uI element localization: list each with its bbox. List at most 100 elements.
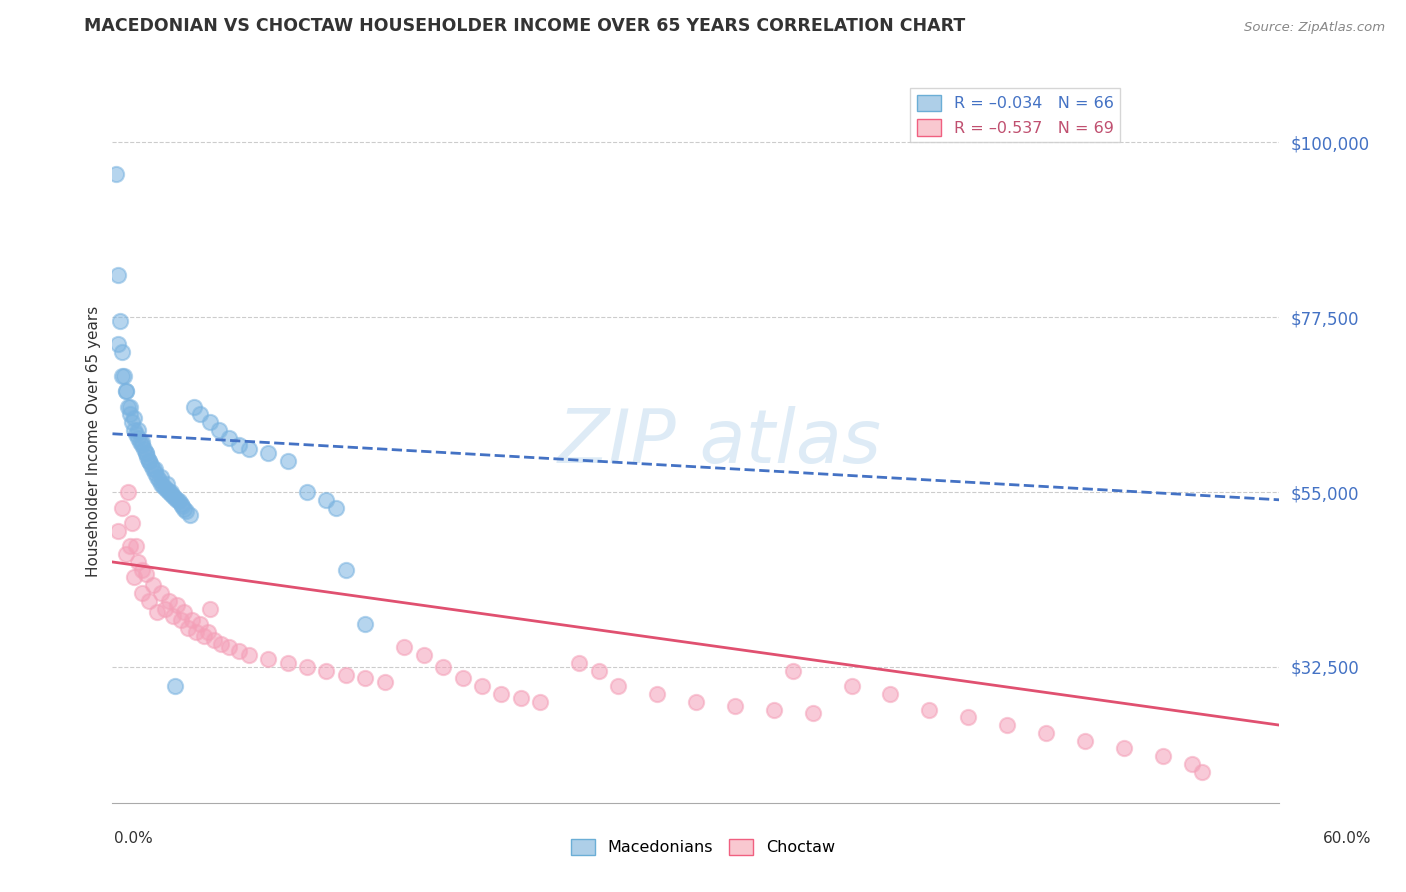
Point (163, 679, 186, 693)
Point (879, 687, 901, 701)
Point (335, 667, 357, 681)
Point (179, 508, 201, 523)
Text: ZIP atlas: ZIP atlas (557, 406, 882, 477)
Point (160, 485, 183, 500)
Point (238, 648, 260, 663)
Point (136, 450, 159, 464)
Point (208, 423, 231, 437)
Point (142, 461, 165, 475)
Y-axis label: Householder Income Over 65 years: Householder Income Over 65 years (86, 306, 101, 577)
Point (509, 690, 531, 705)
Point (107, 337, 129, 351)
Point (257, 652, 280, 666)
Point (177, 621, 200, 635)
Point (135, 446, 157, 460)
Text: 60.0%: 60.0% (1323, 831, 1371, 846)
Point (1181, 756, 1204, 771)
Point (143, 466, 166, 480)
Legend: R = –0.034   N = 66, R = –0.537   N = 69: R = –0.034 N = 66, R = –0.537 N = 69 (910, 88, 1119, 142)
Point (181, 613, 204, 627)
Point (202, 632, 225, 647)
Point (157, 594, 180, 608)
Point (146, 469, 169, 483)
Point (183, 400, 205, 414)
Point (166, 598, 188, 612)
Point (150, 469, 173, 483)
Point (152, 479, 174, 493)
Point (315, 664, 337, 678)
Point (115, 547, 138, 561)
Point (1191, 764, 1213, 779)
Point (131, 586, 153, 600)
Point (117, 485, 139, 500)
Point (121, 415, 143, 429)
Point (118, 408, 141, 422)
Point (841, 679, 863, 693)
Point (325, 500, 347, 515)
Point (148, 474, 170, 488)
Point (169, 613, 191, 627)
Point (724, 698, 747, 713)
Point (1112, 741, 1135, 756)
Point (645, 687, 668, 701)
Point (166, 492, 188, 507)
Point (127, 431, 149, 445)
Text: Source: ZipAtlas.com: Source: ZipAtlas.com (1244, 21, 1385, 34)
Point (163, 491, 186, 506)
Point (118, 400, 141, 414)
Point (209, 636, 232, 650)
Point (111, 500, 134, 515)
Point (1074, 733, 1097, 747)
Point (131, 563, 153, 577)
Point (685, 695, 707, 709)
Point (335, 563, 357, 577)
Point (127, 555, 149, 569)
Point (762, 702, 785, 716)
Point (132, 442, 155, 457)
Point (142, 578, 165, 592)
Point (172, 499, 194, 513)
Point (354, 672, 377, 686)
Point (117, 400, 139, 414)
Point (173, 502, 195, 516)
Point (122, 570, 145, 584)
Point (471, 679, 494, 693)
Point (197, 624, 219, 639)
Point (162, 609, 184, 624)
Point (1035, 726, 1057, 740)
Point (138, 454, 160, 468)
Point (121, 516, 143, 530)
Point (107, 524, 129, 538)
Point (295, 660, 318, 674)
Point (374, 675, 396, 690)
Point (143, 461, 166, 475)
Point (801, 706, 824, 721)
Point (276, 656, 298, 670)
Point (150, 586, 173, 600)
Point (218, 431, 240, 445)
Point (146, 606, 169, 620)
Point (125, 540, 148, 554)
Point (529, 695, 551, 709)
Point (228, 644, 250, 658)
Point (157, 485, 180, 500)
Point (1152, 749, 1174, 764)
Text: MACEDONIAN VS CHOCTAW HOUSEHOLDER INCOME OVER 65 YEARS CORRELATION CHART: MACEDONIAN VS CHOCTAW HOUSEHOLDER INCOME… (84, 17, 966, 35)
Point (138, 454, 160, 468)
Point (128, 434, 150, 449)
Point (160, 486, 183, 500)
Point (111, 368, 134, 383)
Point (153, 481, 176, 495)
Point (115, 384, 138, 398)
Point (156, 477, 179, 491)
Point (115, 384, 138, 398)
Point (105, 167, 128, 181)
Point (918, 702, 941, 716)
Point (135, 446, 157, 460)
Point (995, 718, 1018, 732)
Point (782, 664, 804, 678)
Point (112, 368, 135, 383)
Point (257, 446, 280, 460)
Point (188, 408, 211, 422)
Point (167, 494, 190, 508)
